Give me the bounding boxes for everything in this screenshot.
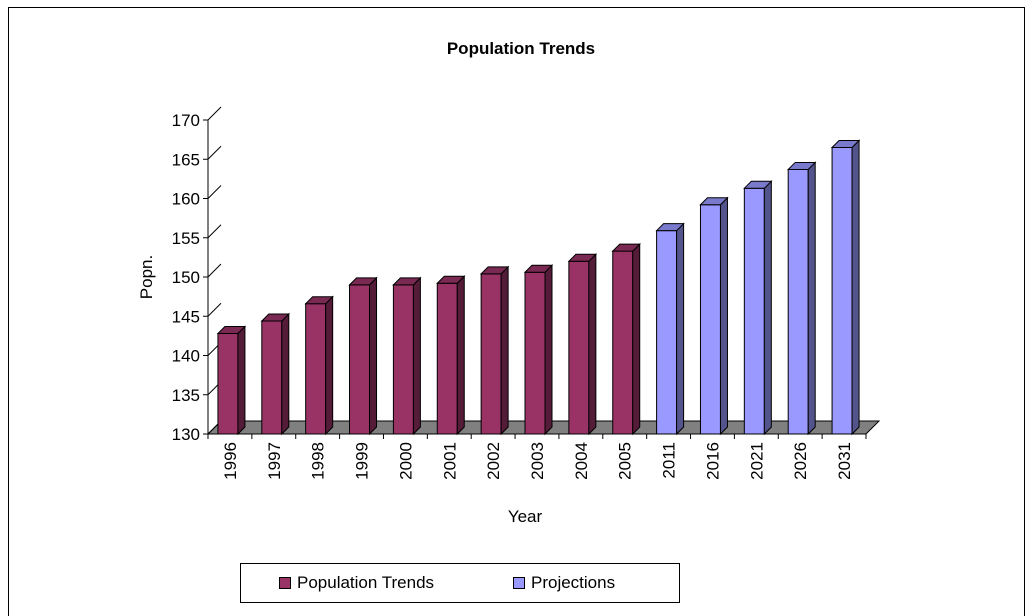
- chart-title: Population Trends: [447, 39, 595, 58]
- bar-front: [392, 284, 414, 435]
- bar-front: [217, 333, 239, 435]
- x-axis-label: Year: [508, 507, 543, 526]
- legend-item-series-1: Population Trends: [279, 564, 434, 602]
- x-tick-label: 1996: [221, 442, 240, 480]
- x-tick-label: 2016: [703, 442, 722, 480]
- legend-item-series-2: Projections: [513, 564, 615, 602]
- bar-side: [456, 275, 465, 436]
- chart-legend: Population Trends Projections: [240, 563, 680, 603]
- bar-front: [261, 320, 283, 435]
- x-tick-labels: 1996 1997 1998 1999 2000 2001 2002 2003 2004 2005…: [221, 442, 854, 480]
- bar-side: [588, 253, 597, 436]
- bar-top: [479, 266, 510, 275]
- x-tick-label: 2031: [835, 442, 854, 480]
- bar-front: [568, 260, 590, 435]
- x-tick-label: 2026: [791, 442, 810, 480]
- bar-top: [567, 253, 598, 262]
- y-tick-label: 155: [172, 229, 200, 248]
- x-tick-label: 2001: [440, 442, 459, 480]
- y-tick-depth: [207, 106, 222, 121]
- y-tick-label: 165: [172, 150, 200, 169]
- legend-label: Projections: [531, 573, 616, 592]
- bar-front: [612, 250, 634, 435]
- x-tick-label: 2005: [616, 442, 635, 480]
- bar-top: [304, 296, 334, 305]
- legend-swatch: [513, 577, 525, 589]
- y-tick-label: 160: [172, 190, 200, 209]
- y-tick-labels: 130 135 140 145 150 155 160 165 170: [172, 111, 200, 444]
- bar-front: [305, 303, 327, 435]
- y-tick-label: 150: [172, 268, 200, 287]
- bar-side: [632, 242, 641, 436]
- bar-front: [699, 204, 721, 435]
- y-tick-label: 140: [172, 347, 200, 366]
- bar-top: [348, 277, 378, 286]
- bar-front: [436, 282, 458, 435]
- legend-swatch: [279, 577, 291, 589]
- bar-front: [524, 271, 546, 435]
- bar-top: [830, 139, 861, 148]
- y-tick-depth: [207, 302, 222, 317]
- x-tick-label: 2021: [747, 442, 766, 480]
- bar-front: [743, 187, 765, 435]
- bar-front: [831, 146, 853, 435]
- x-tick-label: 2011: [660, 442, 679, 479]
- y-tick-label: 130: [172, 425, 200, 444]
- bar-side: [237, 325, 246, 436]
- bar-side: [325, 295, 334, 436]
- x-tick-label: 2004: [572, 442, 591, 480]
- bar-top: [743, 180, 773, 189]
- legend-label: Population Trends: [297, 573, 435, 592]
- y-tick-label: 145: [172, 307, 200, 326]
- y-tick-depth: [207, 145, 222, 160]
- bar-side: [281, 312, 290, 436]
- x-tick-label: 2003: [528, 442, 547, 480]
- x-tick-label: 1999: [353, 442, 372, 480]
- y-tick-depth: [207, 263, 222, 278]
- bar-side: [851, 139, 860, 436]
- bar-side: [544, 264, 553, 436]
- y-tick-depth: [207, 185, 222, 199]
- bar-side: [412, 276, 421, 436]
- x-tick-label: 2000: [396, 442, 415, 480]
- y-tick-depth: [207, 224, 222, 239]
- bar-front: [656, 230, 678, 435]
- x-tick-label: 2002: [484, 442, 503, 480]
- bar-top: [523, 264, 554, 273]
- bar-side: [369, 276, 378, 436]
- bar-side: [676, 222, 685, 436]
- x-tick-label: 1997: [265, 442, 284, 480]
- bar-top: [786, 161, 817, 170]
- bar-top: [436, 275, 466, 284]
- y-axis-label: Popn.: [137, 255, 156, 299]
- bar-top: [655, 223, 685, 232]
- bar-side: [763, 180, 772, 436]
- bar-top: [260, 313, 291, 322]
- chart-bars: [216, 139, 861, 436]
- bar-top: [392, 277, 422, 286]
- bar-side: [807, 161, 816, 436]
- y-tick-label: 135: [172, 386, 200, 405]
- bar-top: [216, 326, 247, 335]
- bar-side: [719, 196, 728, 436]
- bar-front: [787, 168, 809, 435]
- bar-top: [699, 197, 729, 206]
- bar-front: [480, 273, 502, 435]
- bar-top: [611, 243, 641, 252]
- x-tick-label: 1998: [309, 442, 328, 480]
- y-tick-label: 170: [172, 111, 200, 130]
- bar-side: [500, 265, 509, 436]
- bar-front: [349, 284, 371, 435]
